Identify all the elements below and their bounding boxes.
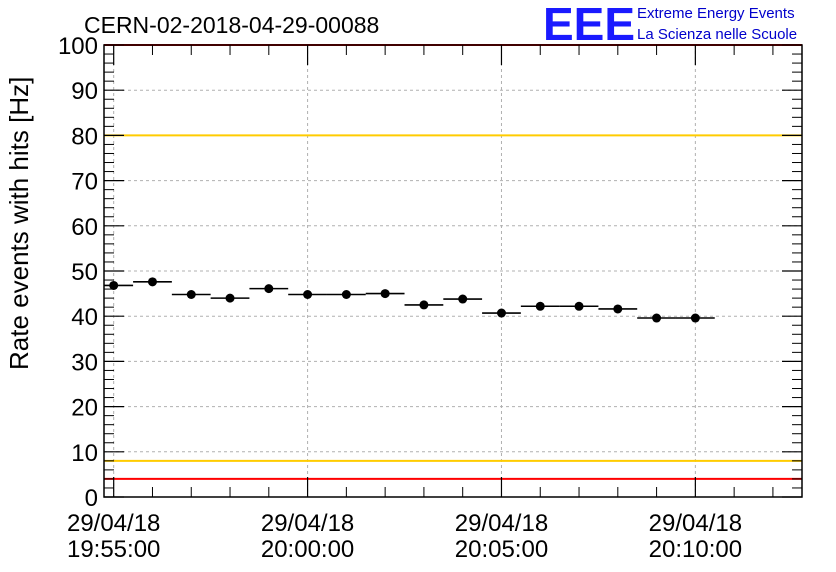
y-tick-label: 20 [71,395,98,422]
y-tick-label: 70 [71,169,98,196]
data-point [186,290,196,300]
x-tick-time: 20:10:00 [649,536,742,563]
data-point [225,293,235,303]
y-tick-label: 0 [85,485,98,512]
x-tick-time: 20:05:00 [455,536,548,563]
eee-logo: EEE Extreme Energy Events La Scienza nel… [543,0,797,50]
data-point [613,304,623,314]
logo-mark: EEE [543,0,635,50]
reference-lines [104,44,802,480]
x-tick-time: 19:55:00 [67,536,160,563]
data-point [690,313,700,323]
chart-title: CERN-02-2018-04-29-00088 [84,12,379,38]
plot-frame [103,44,803,498]
data-point [303,290,313,300]
logo-line-1: Extreme Energy Events [637,5,795,22]
y-tick-labels: 0 10 20 30 40 50 60 70 80 90 100 [58,33,98,512]
data-point [458,294,468,304]
y-tick-label: 50 [71,259,98,286]
y-tick-label: 10 [71,440,98,467]
y-tick-label: 90 [71,78,98,105]
data-point [341,290,351,300]
data-point [574,301,584,311]
data-point [419,300,429,310]
y-tick-label: 100 [58,33,98,60]
x-tick-time: 20:00:00 [261,536,354,563]
data-point [535,301,545,311]
data-point [496,308,506,318]
y-tick-label: 80 [71,123,98,150]
data-point [147,277,157,287]
data-point [652,313,662,323]
x-tick-date: 29/04/18 [261,510,354,537]
x-tick-date: 29/04/18 [649,510,742,537]
y-tick-label: 60 [71,214,98,241]
grid-lines [104,45,802,497]
data-point [264,284,274,294]
data-point [109,280,119,290]
y-axis-label: Rate events with hits [Hz] [4,77,34,370]
data-point [380,289,390,299]
logo-line-2: La Scienza nelle Scuole [637,26,797,43]
y-tick-label: 30 [71,349,98,376]
y-tick-label: 40 [71,304,98,331]
x-tick-date: 29/04/18 [67,510,160,537]
x-tick-date: 29/04/18 [455,510,548,537]
data-points [104,277,715,323]
x-tick-labels: 29/04/1819:55:0029/04/1820:00:0029/04/18… [67,510,742,563]
